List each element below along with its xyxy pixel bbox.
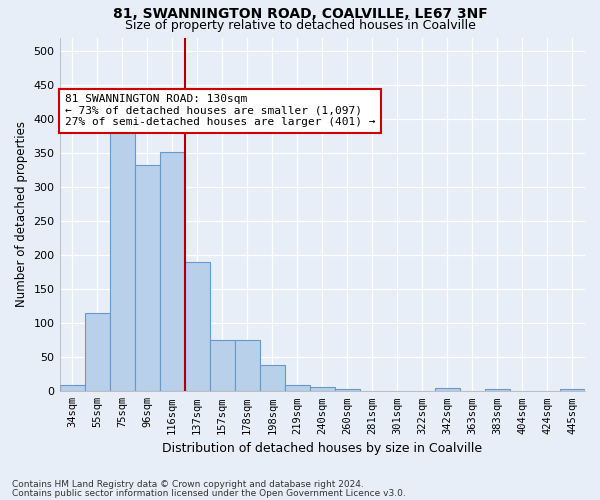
Text: 81, SWANNINGTON ROAD, COALVILLE, LE67 3NF: 81, SWANNINGTON ROAD, COALVILLE, LE67 3N…	[113, 8, 487, 22]
Text: Contains public sector information licensed under the Open Government Licence v3: Contains public sector information licen…	[12, 488, 406, 498]
Y-axis label: Number of detached properties: Number of detached properties	[15, 122, 28, 308]
Text: Size of property relative to detached houses in Coalville: Size of property relative to detached ho…	[125, 19, 475, 32]
Bar	[185, 262, 209, 392]
Text: 81 SWANNINGTON ROAD: 130sqm
← 73% of detached houses are smaller (1,097)
27% of : 81 SWANNINGTON ROAD: 130sqm ← 73% of det…	[65, 94, 375, 128]
Bar	[160, 152, 185, 392]
Bar	[285, 384, 310, 392]
Bar	[260, 366, 285, 392]
Bar	[310, 387, 335, 392]
Bar	[59, 384, 85, 392]
Bar	[435, 388, 460, 392]
X-axis label: Distribution of detached houses by size in Coalville: Distribution of detached houses by size …	[162, 442, 482, 455]
Bar	[110, 130, 134, 392]
Bar	[85, 313, 110, 392]
Bar	[335, 390, 360, 392]
Bar	[235, 340, 260, 392]
Bar	[209, 340, 235, 392]
Bar	[560, 390, 585, 392]
Text: Contains HM Land Registry data © Crown copyright and database right 2024.: Contains HM Land Registry data © Crown c…	[12, 480, 364, 489]
Bar	[134, 166, 160, 392]
Bar	[485, 390, 510, 392]
